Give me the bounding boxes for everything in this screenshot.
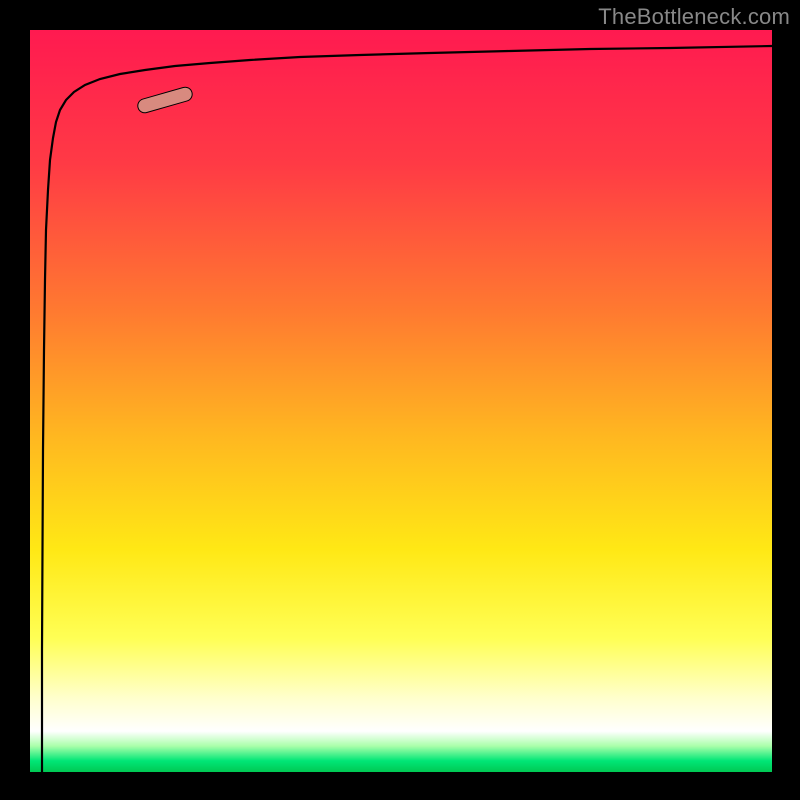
- watermark-text: TheBottleneck.com: [598, 4, 790, 30]
- curve-layer: [30, 30, 772, 772]
- highlight-marker: [136, 86, 194, 115]
- plot-area: [30, 30, 772, 772]
- highlight-pill: [136, 86, 194, 115]
- bottleneck-curve: [42, 46, 772, 772]
